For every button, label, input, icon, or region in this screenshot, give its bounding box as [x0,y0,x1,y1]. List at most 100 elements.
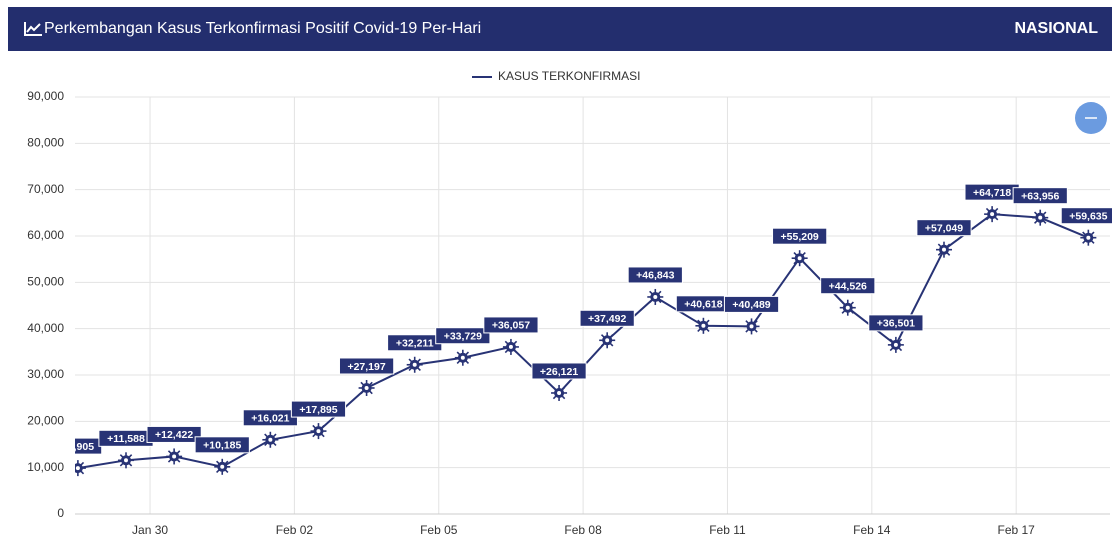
virus-marker [454,349,471,366]
value-label-box [1012,187,1068,205]
marker-core [364,385,369,390]
value-label: +63,956 [1021,190,1059,202]
x-tick-label: Feb 14 [853,523,891,537]
value-label-box [194,436,250,454]
virus-marker [166,448,183,465]
virus-marker [935,241,952,258]
y-tick-label: 90,000 [27,89,64,103]
value-label: +26,121 [540,366,578,378]
x-tick-label: Feb 02 [276,523,314,537]
value-label-box [820,277,876,295]
value-label-box [435,327,491,345]
value-label: +64,718 [973,187,1011,199]
virus-marker [75,460,86,477]
marker-core [508,344,513,349]
value-label: +12,422 [155,429,193,441]
virus-marker [551,384,568,401]
value-label: +59,635 [1069,210,1107,222]
value-label: +44,526 [829,280,867,292]
marker-core [1086,235,1091,240]
x-tick-label: Feb 05 [420,523,458,537]
marker-core [172,454,177,459]
value-label: +36,057 [492,320,530,332]
value-label: +27,197 [347,361,385,373]
value-label-box [868,314,924,332]
x-tick-label: Feb 17 [997,523,1035,537]
collapse-button[interactable] [1075,102,1107,134]
y-tick-label: 80,000 [27,136,64,150]
region[interactable]: NASIONAL [1014,20,1098,37]
y-tick-label: 40,000 [27,321,64,335]
marker-core [124,458,129,463]
value-label-box [627,266,683,284]
value-label-box [242,409,298,427]
virus-marker [358,379,375,396]
marker-core [893,342,898,347]
chart-icon [24,22,42,36]
marker-core [1038,215,1043,220]
marker-core [701,323,706,328]
y-tick-label: 70,000 [27,182,64,196]
value-label: +57,049 [925,222,963,234]
marker-core [605,338,610,343]
marker-core [653,294,658,299]
value-label: +16,021 [251,413,289,425]
legend-label: KASUS TERKONFIRMASI [498,69,640,83]
value-label-box [483,316,539,334]
marker-core [268,437,273,442]
virus-marker [887,336,904,353]
value-label-box [1060,207,1112,225]
y-tick-label: 60,000 [27,228,64,242]
virus-marker [695,317,712,334]
header-title: Perkembangan Kasus Terkonfirmasi Positif… [44,20,482,37]
virus-marker [743,318,760,335]
x-tick-label: Jan 30 [132,523,168,537]
y-tick-label: 20,000 [27,414,64,428]
marker-core [412,362,417,367]
value-label: +40,618 [684,299,722,311]
x-tick-label: Feb 08 [564,523,602,537]
virus-marker [599,332,616,349]
marker-core [845,305,850,310]
marker-core [460,355,465,360]
marker-core [797,256,802,261]
virus-marker [310,423,327,440]
value-label: +11,588 [107,433,145,445]
marker-core [75,466,80,471]
virus-marker [118,452,135,469]
x-tick-label: Feb 11 [709,523,746,537]
y-tick-label: 50,000 [27,275,64,289]
virus-marker [647,288,664,305]
virus-marker [214,458,231,475]
value-label-box [290,400,347,418]
marker-core [941,247,946,252]
header: Perkembangan Kasus Terkonfirmasi Positif… [8,7,1112,51]
marker-core [990,212,995,217]
value-label: +17,895 [299,404,337,416]
value-label-box [146,425,202,443]
virus-marker [1080,229,1097,246]
virus-marker [791,250,808,267]
value-label: +55,209 [781,231,819,243]
value-label: +32,211 [396,338,434,350]
value-label: +40,489 [732,299,770,311]
value-label: +37,492 [588,313,626,325]
virus-marker [406,356,423,373]
value-label: +36,501 [877,318,915,330]
value-label: +10,185 [203,440,241,452]
virus-marker [262,431,279,448]
plot: +9,905 +11,588 +12,422 +10,185 +16,021 +17,89… [62,183,1112,477]
value-label-box [579,309,635,327]
virus-marker [839,299,856,316]
value-label: +46,843 [636,270,674,282]
value-label-box [531,362,587,380]
marker-core [749,324,754,329]
marker-core [557,390,562,395]
marker-core [316,429,321,434]
value-label: +9,905 [62,441,95,453]
value-label: +33,729 [444,331,482,343]
value-label-box [772,227,828,245]
marker-core [220,464,225,469]
